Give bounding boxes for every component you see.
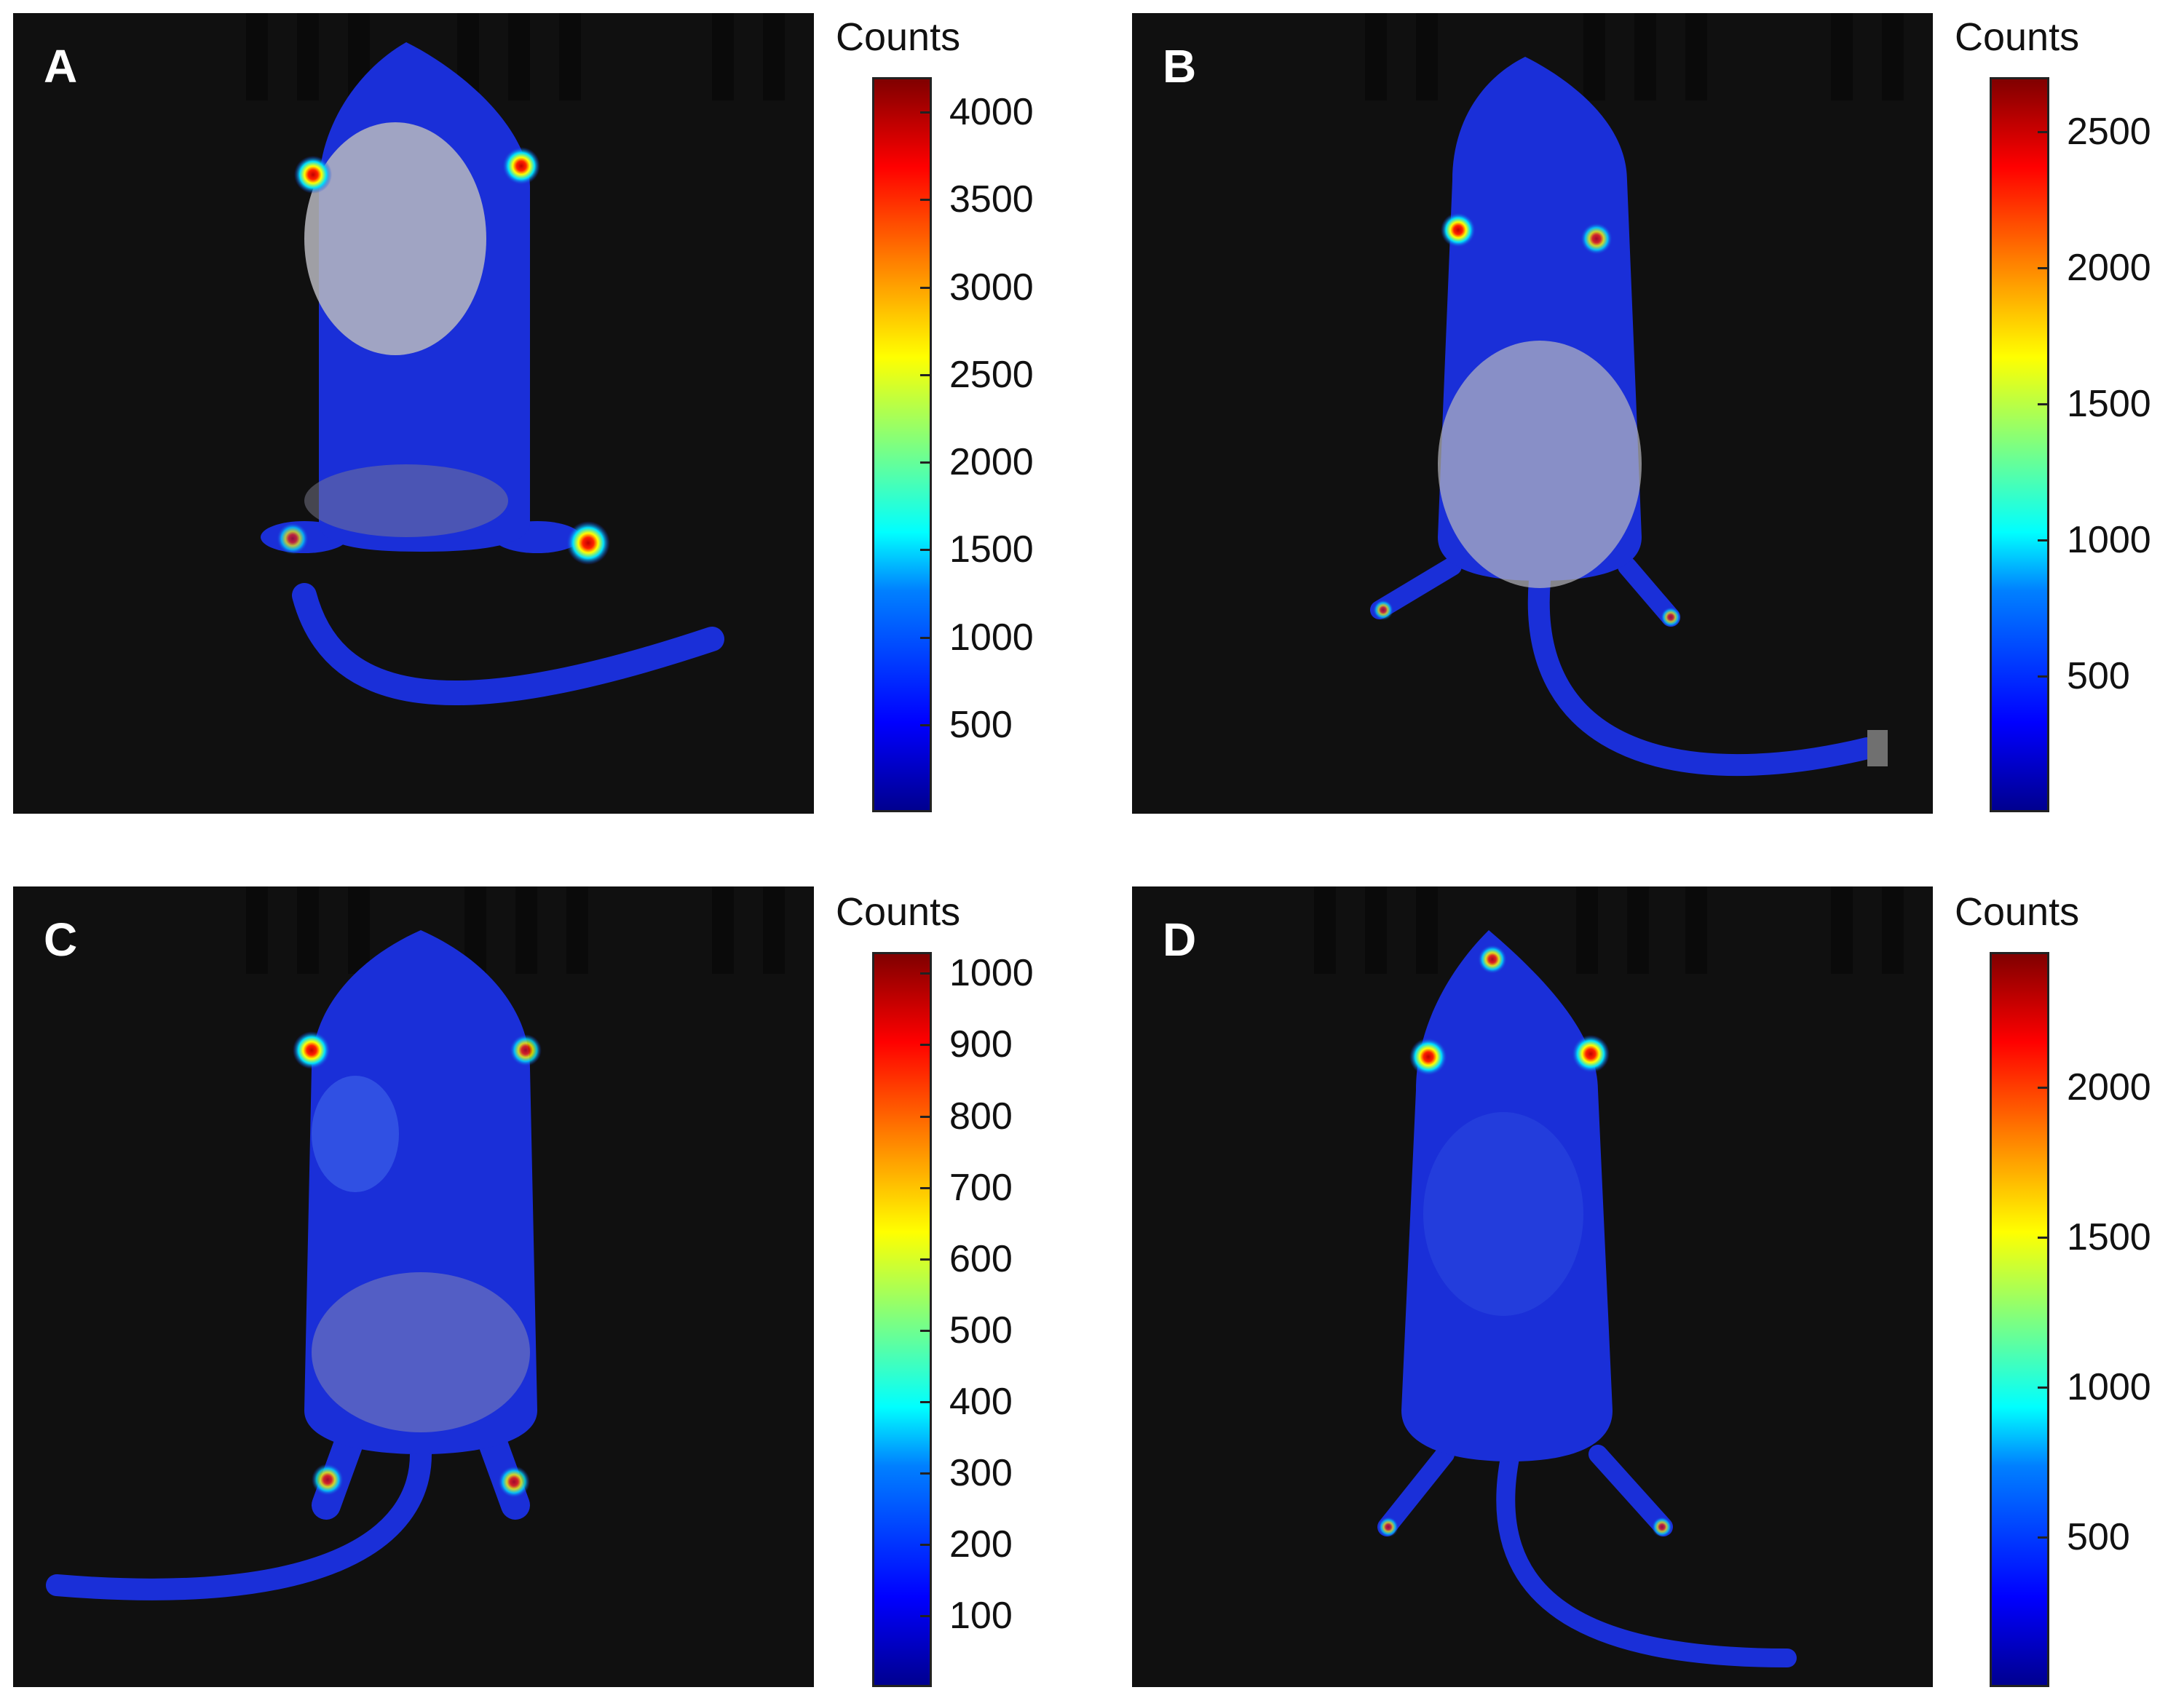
colorbar-tick-label: 2000 [2067,246,2151,289]
colorbar-tick [2038,539,2048,541]
colorbar-tick-label: 1000 [949,616,1034,659]
colorbar-tick-label: 2000 [949,441,1034,484]
colorbar-tick [2038,1386,2048,1389]
panel-c-label: C [44,913,78,966]
colorbar-d-title: Counts [1955,890,2080,934]
panel-d-label: D [1163,913,1197,966]
colorbar-tick-label: 4000 [949,91,1034,134]
colorbar-tick [920,636,930,639]
colorbar-tick-label: 500 [2067,1515,2130,1558]
colorbar-tick [2038,1236,2048,1239]
mouse-scan-d [1314,886,1904,1667]
colorbar-tick-label: 500 [2067,654,2130,697]
panel-d-image: D [1132,886,1933,1687]
colorbar-tick-label: 900 [949,1023,1013,1066]
colorbar-tick-label: 1500 [2067,382,2151,425]
mouse-scan-c [46,886,785,1600]
colorbar-tick-label: 700 [949,1166,1013,1209]
colorbar-tick [920,972,930,975]
colorbar-tick [920,1258,930,1261]
panel-c-image: C [13,886,814,1687]
colorbar-tick-label: 1500 [949,528,1034,571]
colorbar-tick-label: 2000 [2067,1066,2151,1108]
colorbar-c-title: Counts [836,890,961,934]
colorbar-tick-label: 3500 [949,178,1034,221]
colorbar-tick-label: 500 [949,703,1013,746]
colorbar-a-title: Counts [836,15,961,59]
colorbar-tick [920,1044,930,1047]
colorbar-tick-label: 1000 [2067,518,2151,561]
mouse-scan-b [1365,13,1904,777]
colorbar-a [872,77,932,812]
colorbar-tick [920,723,930,726]
colorbar-tick [920,461,930,464]
colorbar-b-title: Counts [1955,15,2080,59]
colorbar-tick-label: 2500 [2067,110,2151,153]
colorbar-tick [2038,1536,2048,1539]
colorbar-tick-label: 800 [949,1095,1013,1138]
colorbar-tick [920,373,930,376]
colorbar-tick-label: 200 [949,1523,1013,1566]
colorbar-tick-label: 2500 [949,353,1034,396]
colorbar-tick [2038,266,2048,269]
colorbar-tick [920,1614,930,1617]
colorbar-tick [920,111,930,114]
colorbar-tick [920,549,930,552]
colorbar-tick-label: 300 [949,1451,1013,1494]
colorbar-tick [920,1543,930,1546]
colorbar-tick [920,1329,930,1332]
colorbar-tick-label: 600 [949,1237,1013,1280]
colorbar-tick [920,1186,930,1189]
colorbar-tick-label: 400 [949,1380,1013,1423]
colorbar-tick [2038,1086,2048,1089]
colorbar-tick [2038,675,2048,678]
colorbar-tick [920,286,930,289]
colorbar-c [872,952,932,1687]
panel-a-label: A [44,40,78,92]
colorbar-tick [920,1400,930,1403]
colorbar-tick [2038,130,2048,133]
colorbar-tick-label: 3000 [949,266,1034,309]
colorbar-tick [2038,402,2048,405]
panel-b-image: B [1132,13,1933,814]
panel-b-label: B [1163,40,1197,92]
colorbar-tick-label: 500 [949,1309,1013,1352]
colorbar-tick [920,1115,930,1118]
colorbar-tick-label: 1000 [949,952,1034,995]
colorbar-tick-label: 1500 [2067,1215,2151,1258]
colorbar-tick-label: 100 [949,1594,1013,1637]
colorbar-tick-label: 1000 [2067,1365,2151,1408]
colorbar-tick [920,1472,930,1475]
panel-a-image: A [13,13,814,814]
colorbar-d [1990,952,2049,1687]
colorbar-b [1990,77,2049,812]
mouse-scan-a [246,13,785,706]
colorbar-tick [920,199,930,202]
